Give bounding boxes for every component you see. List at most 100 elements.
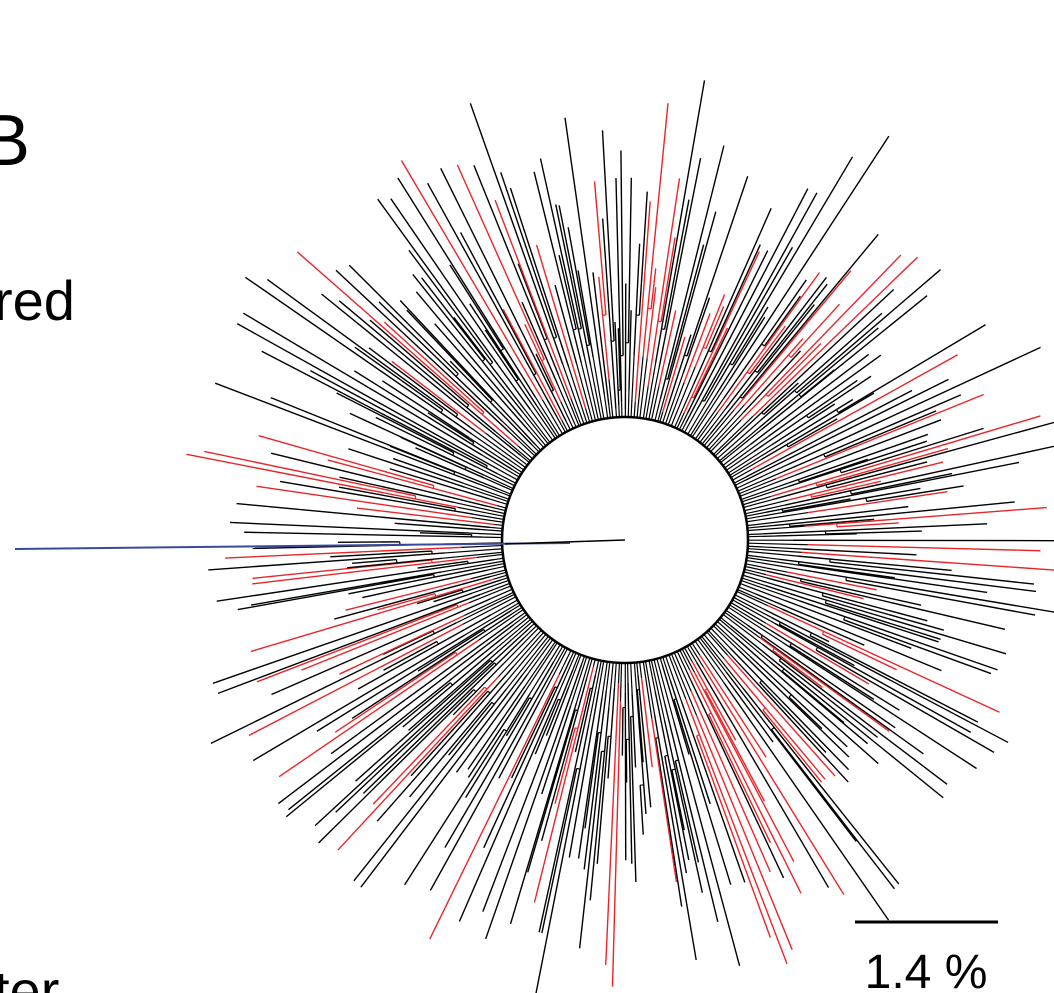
branch: [287, 636, 504, 811]
branch-bracket: [529, 697, 533, 700]
branch: [778, 623, 855, 667]
branch: [825, 602, 941, 640]
branch: [654, 80, 706, 364]
branch: [471, 433, 524, 470]
branch: [355, 659, 492, 782]
branch: [488, 526, 502, 530]
branch: [708, 412, 744, 450]
branch: [535, 244, 587, 409]
branch: [787, 433, 929, 484]
branch: [685, 698, 788, 965]
branch: [682, 649, 696, 673]
branch: [539, 158, 586, 357]
branch-bracket: [503, 728, 508, 732]
branch: [615, 178, 623, 403]
branch: [533, 666, 595, 903]
branch: [464, 592, 514, 616]
branch: [733, 270, 852, 410]
branch: [415, 447, 485, 479]
branch: [693, 327, 729, 399]
branch: [650, 660, 666, 721]
branch: [362, 637, 525, 794]
branch: [208, 552, 446, 571]
branch: [594, 661, 600, 675]
branch: [554, 284, 578, 364]
branch: [561, 419, 568, 431]
branch: [608, 405, 611, 417]
branch: [335, 662, 495, 813]
branch: [684, 410, 698, 432]
branch-bracket: [708, 350, 712, 353]
branch: [753, 379, 858, 453]
branch-bracket: [835, 409, 839, 413]
branch: [510, 621, 533, 641]
branch: [522, 412, 549, 444]
branch: [377, 592, 436, 611]
branch: [552, 648, 566, 671]
branch: [535, 724, 590, 993]
branch: [318, 689, 475, 844]
branch: [468, 437, 522, 473]
branch: [633, 401, 636, 417]
branch: [512, 612, 526, 622]
branch: [500, 172, 558, 338]
branch: [747, 557, 812, 568]
branch: [517, 263, 548, 339]
branch: [798, 563, 895, 579]
branch: [482, 454, 519, 478]
branch: [674, 383, 695, 427]
branch: [457, 506, 504, 517]
branch: [659, 145, 725, 400]
branch: [568, 690, 600, 858]
branch: [658, 310, 677, 387]
branch: [690, 691, 771, 873]
branch: [687, 381, 720, 434]
branch: [767, 354, 882, 438]
branch: [584, 732, 599, 829]
branch: [702, 666, 845, 896]
branch: [242, 312, 484, 457]
branch: [743, 338, 804, 406]
branch: [745, 389, 913, 478]
branch: [513, 632, 544, 667]
branch: [415, 291, 522, 418]
branch: [502, 309, 563, 421]
branch: [809, 634, 979, 723]
branch: [480, 528, 502, 532]
branch-bracket: [572, 328, 577, 331]
branch: [631, 694, 637, 768]
branch: [509, 702, 578, 925]
branch: [699, 408, 727, 442]
branch: [589, 707, 610, 901]
branch: [429, 669, 554, 891]
branch: [524, 641, 556, 687]
branch: [354, 346, 444, 411]
branch-bracket: [483, 629, 486, 632]
branch: [351, 613, 513, 719]
branch-bracket: [675, 759, 679, 762]
branch: [536, 405, 558, 437]
branch-bracket: [461, 589, 464, 593]
branch: [510, 686, 556, 779]
branch: [802, 548, 917, 556]
branch: [348, 567, 479, 595]
branch-bracket: [487, 690, 491, 694]
branch: [444, 548, 502, 554]
branch: [465, 693, 531, 798]
branch: [734, 597, 772, 618]
branch: [731, 458, 763, 478]
branch: [459, 232, 537, 374]
branch: [730, 604, 771, 631]
branch: [473, 513, 503, 520]
branch: [662, 657, 671, 681]
branch: [648, 661, 656, 692]
branch: [618, 404, 620, 417]
branch-bracket: [815, 646, 819, 651]
branch: [739, 586, 756, 595]
branch: [747, 554, 780, 560]
branch: [349, 412, 485, 476]
branch: [523, 625, 537, 639]
branch: [502, 421, 537, 455]
branch: [494, 199, 572, 399]
branch: [772, 649, 823, 688]
